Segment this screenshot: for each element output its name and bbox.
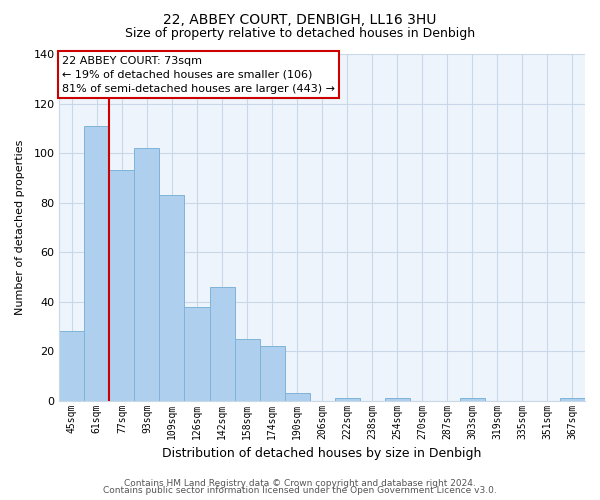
Text: Contains HM Land Registry data © Crown copyright and database right 2024.: Contains HM Land Registry data © Crown c… [124, 478, 476, 488]
Bar [260, 346, 284, 401]
Bar [284, 393, 310, 400]
Bar [160, 195, 184, 400]
Bar [235, 338, 260, 400]
X-axis label: Distribution of detached houses by size in Denbigh: Distribution of detached houses by size … [163, 447, 482, 460]
Bar [85, 126, 109, 400]
Bar [460, 398, 485, 400]
Bar [209, 286, 235, 401]
Bar [109, 170, 134, 400]
Bar [134, 148, 160, 401]
Y-axis label: Number of detached properties: Number of detached properties [15, 140, 25, 315]
Bar [560, 398, 585, 400]
Text: Size of property relative to detached houses in Denbigh: Size of property relative to detached ho… [125, 28, 475, 40]
Text: 22, ABBEY COURT, DENBIGH, LL16 3HU: 22, ABBEY COURT, DENBIGH, LL16 3HU [163, 12, 437, 26]
Text: 22 ABBEY COURT: 73sqm
← 19% of detached houses are smaller (106)
81% of semi-det: 22 ABBEY COURT: 73sqm ← 19% of detached … [62, 56, 335, 94]
Bar [385, 398, 410, 400]
Text: Contains public sector information licensed under the Open Government Licence v3: Contains public sector information licen… [103, 486, 497, 495]
Bar [184, 306, 209, 400]
Bar [335, 398, 360, 400]
Bar [59, 332, 85, 400]
